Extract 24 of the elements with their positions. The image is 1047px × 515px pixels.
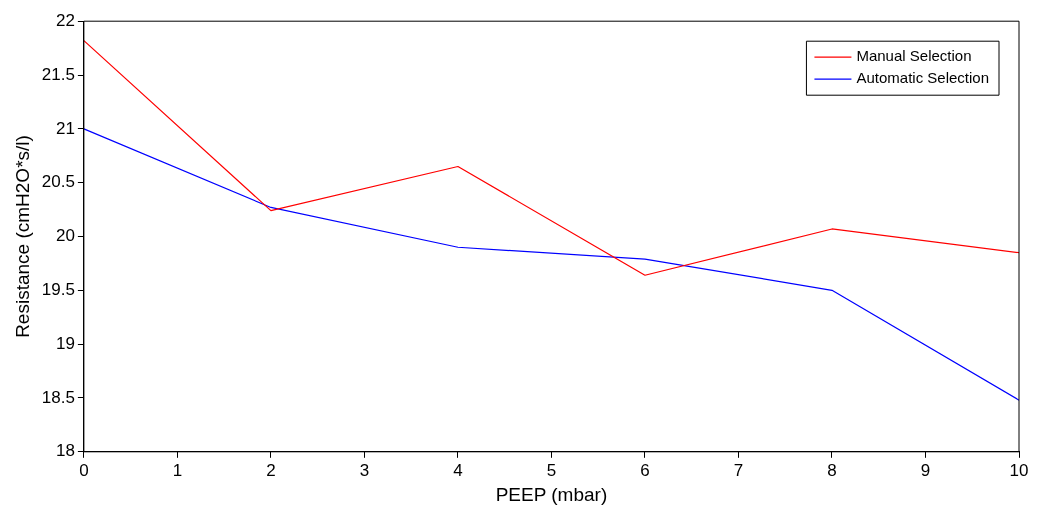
x-tick-label: 7	[733, 460, 744, 480]
x-tick-label: 8	[827, 460, 837, 480]
y-tick-label: 18	[55, 441, 75, 461]
x-tick-label: 6	[640, 460, 650, 480]
x-tick-label: 9	[920, 460, 931, 480]
x-tick-label: 5	[546, 460, 557, 480]
y-tick-label: 21	[55, 118, 75, 138]
y-tick-label: 22	[55, 10, 75, 30]
y-axis-title: Resistance (cmH2O*s/l)	[11, 135, 33, 338]
y-tick-label: 18.5	[41, 387, 75, 407]
x-tick-label: 3	[359, 460, 370, 480]
x-tick-label: 4	[453, 460, 463, 480]
y-tick-label: 20	[55, 226, 75, 246]
legend-label: Manual Selection	[856, 47, 972, 65]
y-tick-label: 19.5	[41, 280, 75, 300]
x-tick-label: 10	[1009, 460, 1029, 480]
x-tick-label: 2	[266, 460, 276, 480]
y-tick-label: 20.5	[41, 172, 75, 192]
y-tick-label: 19	[55, 333, 75, 353]
x-axis-title: PEEP (mbar)	[495, 483, 608, 505]
x-tick-label: 1	[172, 460, 183, 480]
legend-label: Automatic Selection	[856, 69, 990, 87]
x-tick-label: 0	[79, 460, 89, 480]
y-tick-label: 21.5	[41, 64, 75, 84]
